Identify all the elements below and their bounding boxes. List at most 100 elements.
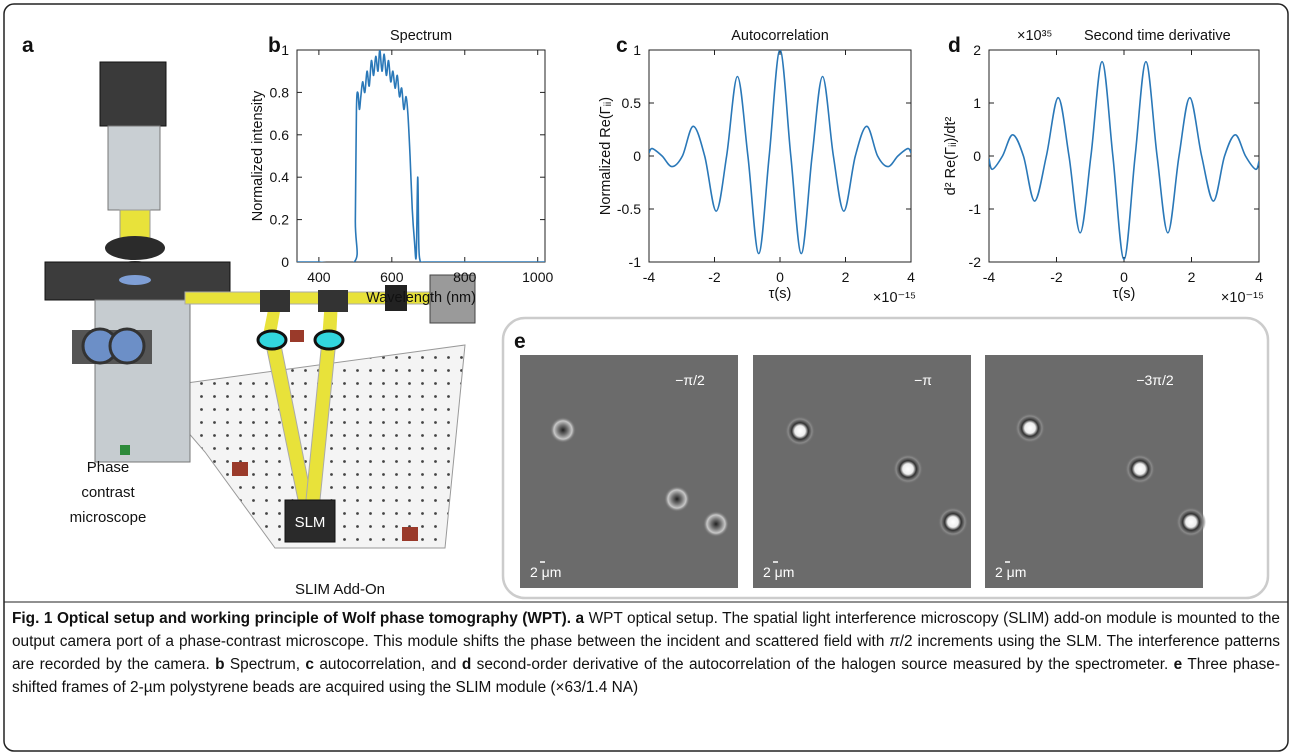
x-tick-label: 4 xyxy=(907,269,915,285)
caption-text: a xyxy=(575,610,585,627)
microscope-label: Phase xyxy=(87,459,130,476)
y-tick-label: 0.2 xyxy=(270,212,290,228)
y-tick-label: 0.6 xyxy=(270,127,290,143)
y-exponent: ×10³⁵ xyxy=(1017,28,1052,44)
mirror xyxy=(313,329,345,351)
post xyxy=(290,330,304,342)
objective-ring xyxy=(105,236,165,260)
tube xyxy=(107,125,161,211)
sample xyxy=(119,275,151,285)
frame: −3π/2 2 μm xyxy=(985,355,1206,588)
setup-illustration xyxy=(44,61,476,549)
data-line xyxy=(649,50,911,255)
caption-text: Fig. 1 Optical setup and working princip… xyxy=(12,610,571,627)
caption-text: WPT optical setup. The spatial light int… xyxy=(12,610,1280,650)
scale-label: 2 μm xyxy=(995,564,1026,580)
bead xyxy=(893,454,923,484)
x-tick-label: -2 xyxy=(1050,269,1063,285)
frame: −π 2 μm xyxy=(753,355,971,588)
x-tick-label: 2 xyxy=(1188,269,1196,285)
y-tick-label: 0.5 xyxy=(622,95,642,111)
post xyxy=(402,527,418,541)
y-tick-label: 2 xyxy=(973,42,981,58)
x-tick-label: -4 xyxy=(643,269,656,285)
bead xyxy=(664,486,690,512)
x-tick-label: 600 xyxy=(380,269,404,285)
x-exponent: ×10⁻¹⁵ xyxy=(873,290,916,306)
y-tick-label: 1 xyxy=(633,42,641,58)
camera-top xyxy=(99,61,167,127)
plot-area xyxy=(988,49,1260,263)
chart: -4 -2 0 2 4 -1 -0.5 0 0.5 1 Autocorrelation τ(s) ×10… xyxy=(598,28,916,306)
bead xyxy=(703,511,729,537)
x-tick-label: -4 xyxy=(983,269,996,285)
phase-label: −π xyxy=(914,372,932,388)
scale-label: 2 μm xyxy=(530,564,561,580)
panel-e-box xyxy=(501,316,1270,600)
x-axis-label: Wavelength (nm) xyxy=(366,290,476,306)
y-axis-label: d² Re(Γᵢᵢ)/dt² xyxy=(943,117,959,196)
lens xyxy=(385,285,407,311)
chart-title: Autocorrelation xyxy=(731,28,829,44)
x-tick-label: 4 xyxy=(1255,269,1263,285)
x-tick-label: 0 xyxy=(776,269,784,285)
microscope-label: microscope xyxy=(70,509,147,526)
frame-image xyxy=(985,355,1203,588)
panel-label: a xyxy=(22,34,34,57)
caption-text: second-order derivative of the autocorre… xyxy=(471,656,1174,673)
chart-title: Second time derivative xyxy=(1084,28,1231,44)
caption-text: e xyxy=(1173,656,1183,673)
caption-text: d xyxy=(461,656,472,673)
y-tick-label: 0 xyxy=(281,254,289,270)
caption-text: π xyxy=(889,633,900,650)
addon-label: SLIM Add-On xyxy=(295,581,385,598)
caption-text: /2 increments using the SLM. The interfe… xyxy=(12,633,1280,673)
bead xyxy=(1015,413,1045,443)
caption-text: Spectrum, xyxy=(224,656,306,673)
post xyxy=(232,462,248,476)
x-tick-label: 400 xyxy=(307,269,331,285)
caption-text: Three phase-shifted frames of 2-µm polys… xyxy=(12,656,1280,696)
phase-label: −3π/2 xyxy=(1136,372,1174,388)
chart: 400 600 800 1000 0 0.2 0.4 0.6 0.8 1 Spectrum Wavel… xyxy=(250,28,553,306)
y-tick-label: -1 xyxy=(969,201,982,217)
caption-text: autocorrelation, and xyxy=(313,656,462,673)
panel-label: d xyxy=(948,34,961,57)
bead xyxy=(1176,507,1206,537)
x-tick-label: 0 xyxy=(1120,269,1128,285)
x-axis-label: τ(s) xyxy=(769,286,792,302)
caption: Fig. 1 Optical setup and working princip… xyxy=(12,607,1280,699)
bead xyxy=(938,507,968,537)
caption-text: c xyxy=(305,656,314,673)
mount xyxy=(260,290,290,312)
panel-label: e xyxy=(514,330,526,353)
indicator xyxy=(120,445,130,455)
y-axis-label: Normalized Re(Γᵢᵢ) xyxy=(598,97,614,215)
x-exponent: ×10⁻¹⁵ xyxy=(1221,290,1264,306)
y-tick-label: -1 xyxy=(629,254,642,270)
y-tick-label: -2 xyxy=(969,254,982,270)
y-tick-label: 0.8 xyxy=(270,84,290,100)
x-tick-label: 1000 xyxy=(522,269,553,285)
y-tick-label: -0.5 xyxy=(617,201,641,217)
panel-label: c xyxy=(616,34,628,57)
figure-border xyxy=(3,3,1289,752)
breadboard xyxy=(149,344,466,549)
data-line xyxy=(989,60,1259,261)
y-tick-label: 0 xyxy=(973,148,981,164)
x-tick-label: 800 xyxy=(453,269,477,285)
mirror xyxy=(256,329,288,351)
x-tick-label: 2 xyxy=(842,269,850,285)
frame: −π/2 2 μm xyxy=(520,355,738,588)
panel-label: b xyxy=(268,34,281,57)
scale-label: 2 μm xyxy=(763,564,794,580)
data-line xyxy=(297,50,545,262)
y-tick-label: 0.4 xyxy=(270,169,290,185)
plot-area xyxy=(296,49,546,263)
x-axis-label: τ(s) xyxy=(1113,286,1136,302)
body xyxy=(94,299,191,463)
plot-area xyxy=(648,49,912,263)
